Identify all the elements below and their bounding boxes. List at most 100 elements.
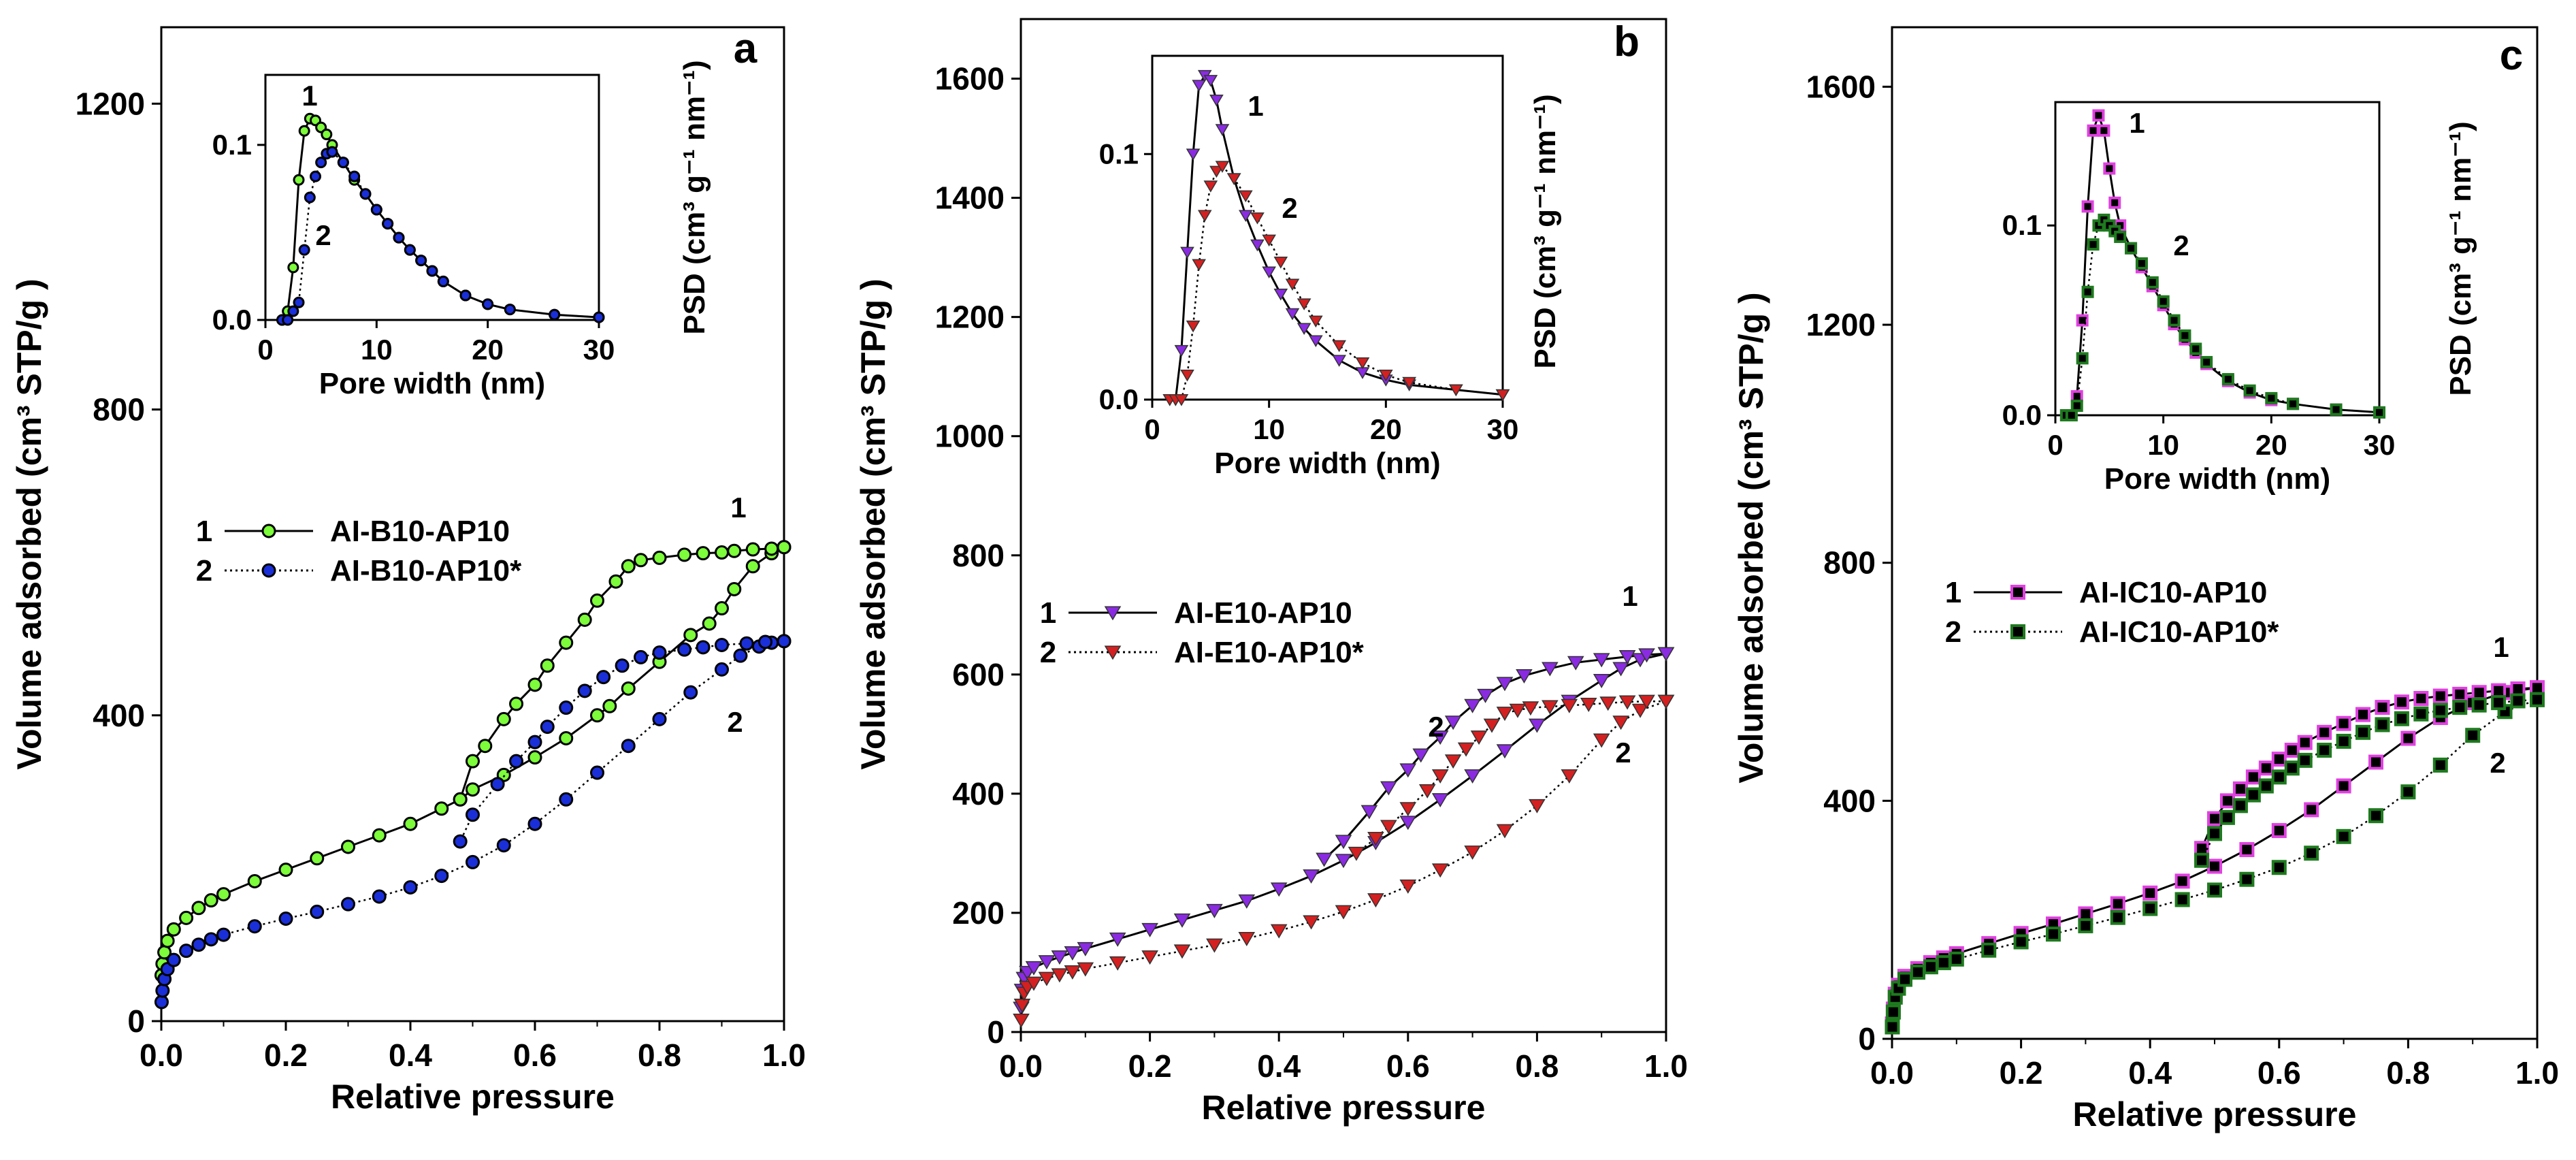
- inset-data-point: [426, 265, 438, 277]
- data-point: [590, 593, 604, 608]
- inset-data-point: [2243, 384, 2256, 397]
- inset-data-point: [370, 204, 382, 216]
- data-point: [608, 574, 623, 589]
- data-point: [2258, 760, 2274, 776]
- legend-number: 2: [196, 554, 212, 587]
- data-point: [216, 887, 231, 902]
- inset-data-point: [282, 314, 294, 326]
- panel-letter: c: [2500, 32, 2523, 79]
- inset-data-point: [2200, 355, 2213, 368]
- inset-curve-label: 2: [315, 219, 331, 251]
- inset-y-label: PSD (cm³ g⁻¹ nm⁻¹): [1529, 94, 1562, 368]
- inset-data-point: [1309, 335, 1323, 348]
- inset-y-tick-label: 0.1: [1099, 138, 1139, 170]
- data-point: [2368, 808, 2383, 824]
- data-point: [2174, 892, 2190, 907]
- data-point: [1567, 656, 1584, 671]
- data-point: [1109, 956, 1126, 971]
- data-point: [434, 801, 449, 816]
- desorption-line: [459, 640, 785, 842]
- data-point: [1141, 922, 1158, 937]
- data-point: [634, 553, 649, 568]
- y-tick-label: 800: [952, 538, 1005, 573]
- data-point: [2271, 860, 2287, 875]
- data-point: [1657, 647, 1675, 662]
- y-tick-label: 400: [952, 776, 1005, 811]
- data-point: [179, 944, 194, 958]
- inset-data-point: [1239, 190, 1253, 203]
- data-point: [1496, 707, 1514, 722]
- data-point: [1638, 648, 1655, 663]
- data-point: [634, 649, 649, 664]
- x-tick-label: 0.6: [1386, 1048, 1430, 1084]
- data-point: [496, 838, 511, 853]
- x-tick-label: 0.2: [264, 1037, 308, 1073]
- data-point: [1431, 769, 1449, 784]
- data-point: [1593, 674, 1610, 688]
- y-axis-label: Volume adsorbed (cm³ STP/g ): [10, 278, 48, 769]
- x-tick-label: 0.6: [2257, 1055, 2301, 1091]
- data-point: [466, 782, 480, 797]
- data-point: [203, 932, 218, 947]
- data-point: [733, 648, 748, 663]
- inset-data-point: [2135, 257, 2148, 270]
- x-tick-label: 0.0: [999, 1048, 1043, 1084]
- data-point: [2317, 743, 2332, 758]
- inset-x-label: Pore width (nm): [1214, 447, 1440, 480]
- curve-label: 1: [1622, 580, 1637, 612]
- legend: 1 AI-IC10-AP10 2 AI-IC10-AP10*: [1945, 576, 2280, 649]
- data-point: [2271, 752, 2287, 767]
- data-point: [1025, 976, 1043, 991]
- data-point: [1457, 742, 1475, 757]
- inset-data-point: [2081, 200, 2094, 213]
- data-point: [466, 854, 480, 869]
- x-axis-label: Relative pressure: [331, 1078, 615, 1116]
- inset-data-point: [298, 244, 310, 256]
- data-point: [527, 677, 542, 692]
- data-point: [1367, 893, 1384, 908]
- data-point: [745, 559, 760, 574]
- data-point: [2271, 769, 2287, 785]
- data-point: [1064, 965, 1081, 980]
- data-point: [2232, 781, 2248, 796]
- inset-data-point: [326, 146, 338, 158]
- inset-data-point: [2087, 124, 2100, 137]
- data-point: [621, 739, 636, 754]
- data-point: [2355, 724, 2371, 740]
- data-point: [1038, 971, 1056, 986]
- data-point: [1238, 894, 1256, 909]
- inset-line: [1169, 165, 1503, 401]
- data-point: [677, 547, 692, 562]
- data-point: [2400, 784, 2416, 800]
- data-point: [2465, 728, 2481, 743]
- data-point: [2530, 692, 2545, 707]
- x-tick-label: 0.8: [2386, 1055, 2430, 1091]
- inset-frame: [2054, 101, 2381, 417]
- data-point: [2304, 802, 2319, 818]
- inset-data-point: [2065, 409, 2078, 421]
- data-point: [1542, 662, 1559, 677]
- data-point: [1335, 854, 1352, 869]
- data-point: [453, 834, 468, 849]
- data-point: [2413, 706, 2429, 722]
- data-point: [2110, 896, 2125, 912]
- legend-label: AI-IC10-AP10*: [2079, 615, 2279, 649]
- legend-marker: [2010, 585, 2025, 600]
- data-point: [191, 937, 206, 952]
- data-point: [1238, 932, 1256, 946]
- inset-y-tick-label: 0.0: [1099, 383, 1139, 415]
- inset-x-tick-label: 0: [2047, 429, 2063, 461]
- data-point: [677, 642, 692, 657]
- data-point: [1431, 863, 1449, 878]
- inset-data-point: [1285, 308, 1300, 321]
- inset-data-point: [293, 174, 305, 186]
- series-1: [154, 540, 792, 983]
- inset-curve-label: 2: [2173, 229, 2189, 261]
- data-point: [1593, 733, 1610, 748]
- data-point: [1496, 824, 1514, 839]
- panel-letter: b: [1614, 18, 1640, 65]
- inset-data-point: [1239, 210, 1253, 223]
- data-point: [2432, 703, 2448, 718]
- data-point: [1612, 662, 1629, 677]
- inset-x-tick-label: 30: [583, 334, 615, 366]
